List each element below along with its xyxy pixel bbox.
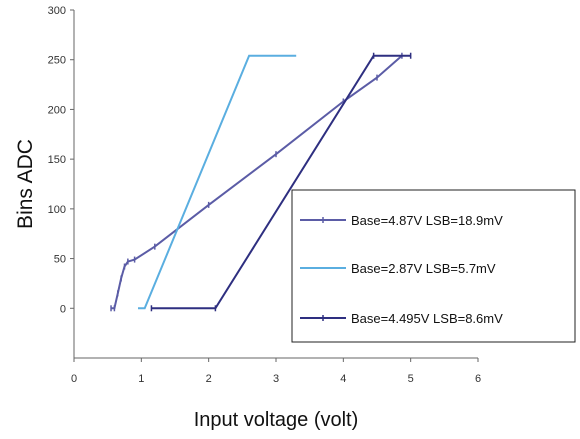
x-tick-label: 6 bbox=[475, 373, 481, 385]
y-tick-label: 250 bbox=[48, 55, 66, 67]
x-tick-label: 4 bbox=[340, 373, 346, 385]
axes: 0 50 100 150 200 250 300 0 1 2 3 4 5 6 bbox=[48, 5, 481, 385]
series-3 bbox=[150, 52, 412, 312]
x-tick-label: 2 bbox=[206, 373, 212, 385]
y-axis-title: Bins ADC bbox=[14, 139, 37, 229]
y-tick-label: 300 bbox=[48, 5, 66, 17]
legend-label: Base=2.87V LSB=5.7mV bbox=[351, 261, 496, 276]
x-tick-label: 0 bbox=[71, 373, 77, 385]
y-tick-label: 50 bbox=[54, 254, 66, 266]
legend-label: Base=4.87V LSB=18.9mV bbox=[351, 213, 503, 228]
y-tick-label: 200 bbox=[48, 104, 66, 116]
x-tick-label: 1 bbox=[138, 373, 144, 385]
legend-label: Base=4.495V LSB=8.6mV bbox=[351, 311, 503, 326]
series-1 bbox=[110, 52, 403, 312]
legend: Base=4.87V LSB=18.9mV Base=2.87V LSB=5.7m… bbox=[291, 189, 576, 343]
x-tick-label: 3 bbox=[273, 373, 279, 385]
series-layer bbox=[110, 52, 412, 312]
legend-box bbox=[291, 189, 576, 343]
y-tick-label: 150 bbox=[48, 154, 66, 166]
series-2 bbox=[138, 54, 297, 310]
x-axis-title: Input voltage (volt) bbox=[194, 409, 359, 431]
y-tick-label: 0 bbox=[60, 303, 66, 315]
series-line bbox=[151, 54, 411, 310]
y-tick-label: 100 bbox=[48, 204, 66, 216]
x-tick-label: 5 bbox=[408, 373, 414, 385]
series-line bbox=[138, 54, 297, 310]
